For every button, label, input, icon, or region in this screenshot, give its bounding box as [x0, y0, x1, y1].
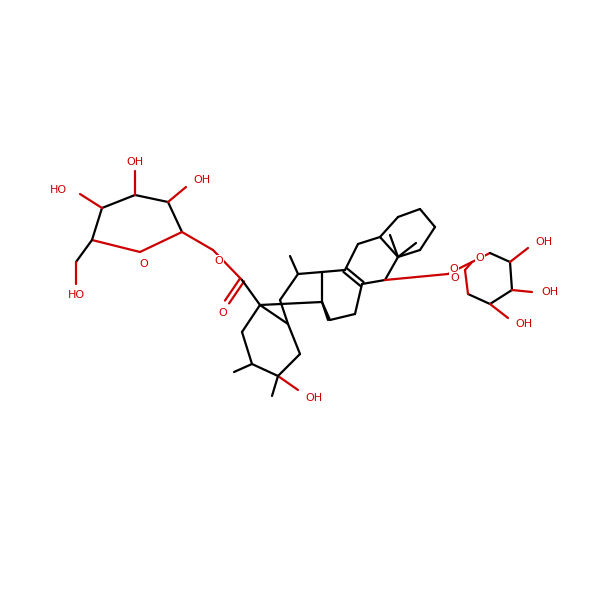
Text: O: O	[215, 256, 223, 266]
Text: OH: OH	[541, 287, 559, 297]
Text: HO: HO	[49, 185, 67, 195]
Text: O: O	[476, 253, 484, 263]
Text: OH: OH	[127, 157, 143, 167]
Text: OH: OH	[535, 237, 553, 247]
Text: O: O	[451, 273, 460, 283]
Text: OH: OH	[515, 319, 533, 329]
Text: OH: OH	[305, 393, 323, 403]
Text: O: O	[449, 264, 458, 274]
Text: HO: HO	[67, 290, 85, 300]
Text: OH: OH	[193, 175, 211, 185]
Text: O: O	[140, 259, 148, 269]
Text: O: O	[218, 308, 227, 318]
